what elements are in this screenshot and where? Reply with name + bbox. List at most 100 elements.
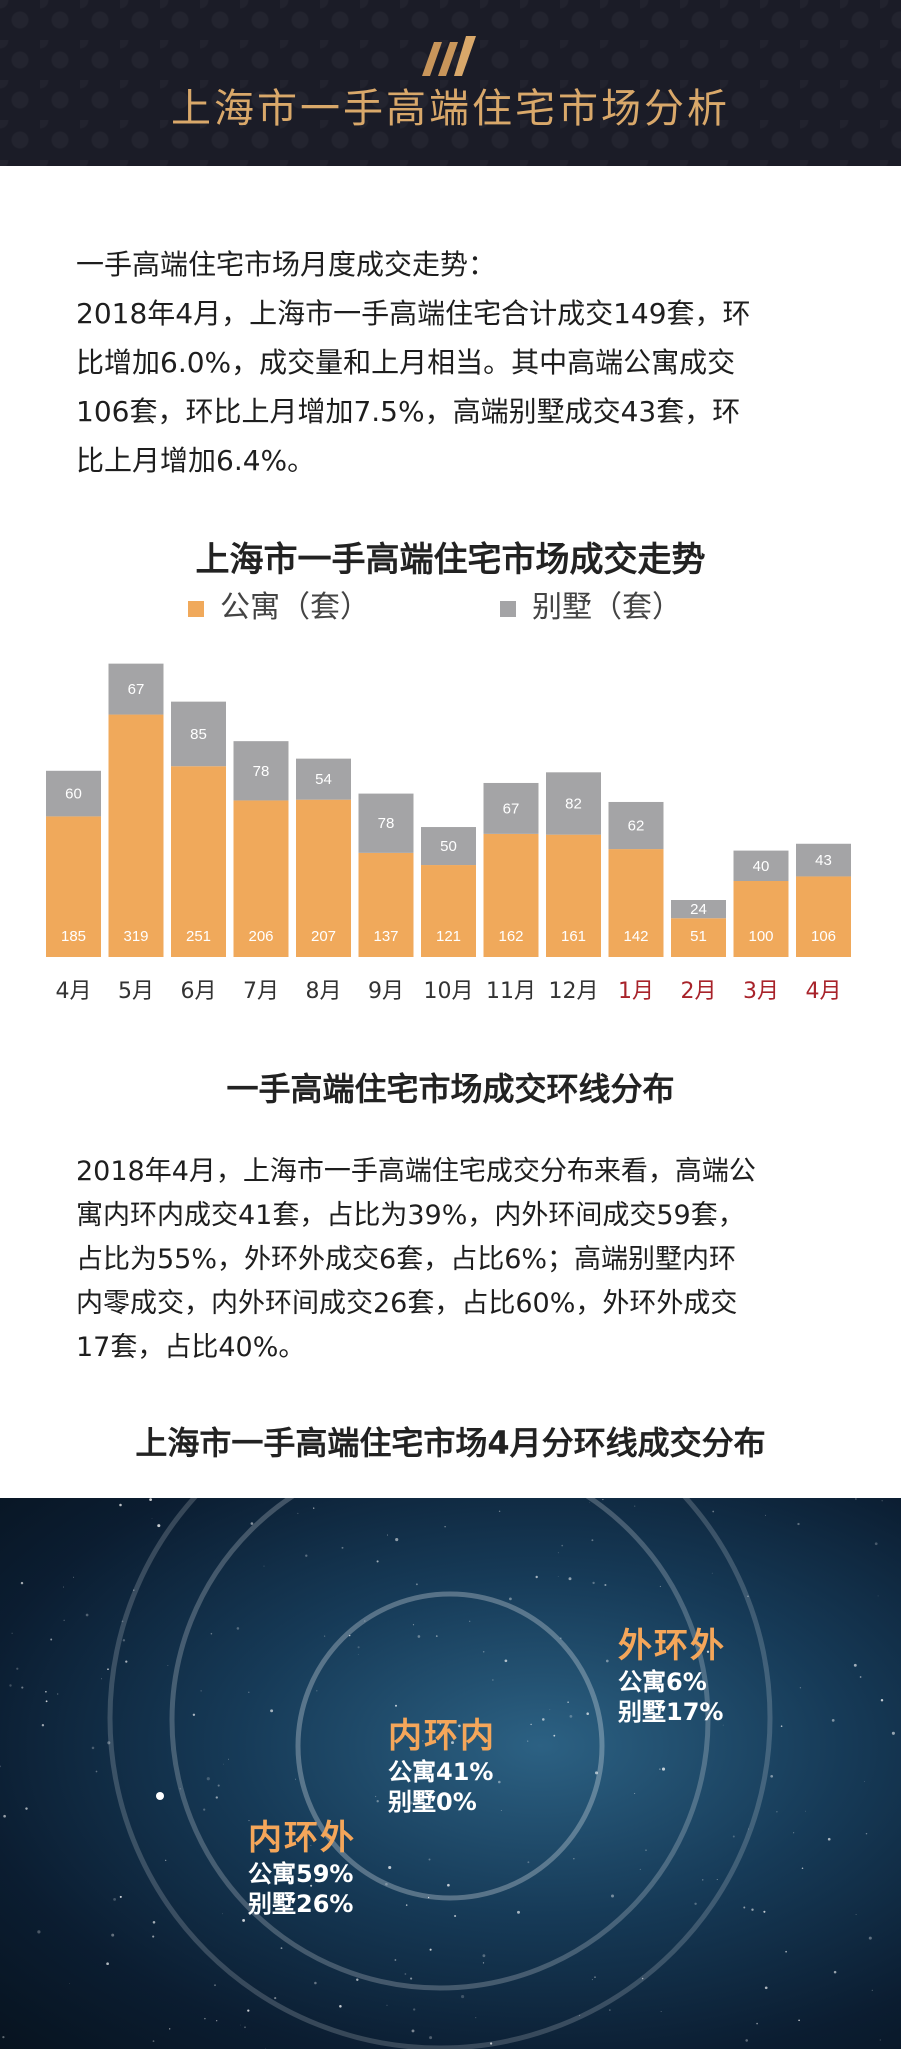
star bbox=[542, 1718, 545, 1721]
intro-line: 106套，环比上月增加7.5%，高端别墅成交43套，环 bbox=[76, 395, 741, 428]
star bbox=[661, 1767, 666, 1771]
bar-villa-value: 78 bbox=[253, 763, 270, 780]
star bbox=[0, 1765, 1, 1768]
star bbox=[192, 1713, 196, 1716]
x-tick-label: 11月 bbox=[486, 979, 536, 1004]
bar-villa-value: 67 bbox=[503, 800, 520, 817]
star bbox=[244, 2026, 246, 2029]
star bbox=[422, 1740, 424, 1742]
star bbox=[751, 1908, 754, 1911]
star bbox=[210, 1632, 213, 1635]
star bbox=[412, 1624, 415, 1626]
star bbox=[641, 1977, 644, 1980]
star bbox=[509, 1597, 512, 1601]
star bbox=[3, 1814, 6, 1818]
star bbox=[428, 1858, 431, 1861]
star bbox=[429, 2036, 433, 2040]
x-tick-label: 7月 bbox=[243, 979, 279, 1004]
star bbox=[589, 1501, 590, 1503]
star bbox=[764, 1986, 768, 1990]
bar-apartment bbox=[171, 766, 226, 957]
chart-title: 上海市一手高端住宅市场成交走势 bbox=[195, 540, 706, 580]
star bbox=[500, 1810, 502, 1811]
bar-villa-value: 67 bbox=[128, 681, 145, 698]
bar-apartment bbox=[421, 865, 476, 957]
star bbox=[214, 1984, 216, 1987]
x-tick-label: 3月 bbox=[743, 979, 779, 1004]
star bbox=[16, 1667, 19, 1670]
star bbox=[374, 1795, 377, 1798]
star bbox=[50, 1638, 53, 1641]
star bbox=[591, 1539, 594, 1542]
star bbox=[125, 1660, 128, 1663]
star bbox=[451, 1741, 454, 1745]
star bbox=[57, 1693, 59, 1695]
star bbox=[645, 1849, 647, 1851]
legend-villa-swatch bbox=[500, 600, 516, 617]
star bbox=[206, 1777, 210, 1781]
star bbox=[323, 1635, 326, 1637]
star bbox=[316, 1690, 318, 1692]
star bbox=[706, 1650, 710, 1653]
star bbox=[785, 1950, 787, 1953]
ring-label-outer: 外环外 公寓6% 别墅17% bbox=[618, 1618, 726, 1727]
star bbox=[891, 1731, 895, 1735]
star bbox=[454, 1914, 457, 1918]
star bbox=[831, 1719, 835, 1722]
star bbox=[227, 1758, 229, 1760]
star bbox=[748, 1828, 749, 1830]
star bbox=[247, 2009, 250, 2012]
bar-apartment-value: 251 bbox=[186, 928, 211, 945]
star bbox=[864, 1781, 865, 1782]
star bbox=[152, 1935, 155, 1938]
stripes-logo-icon bbox=[422, 36, 476, 76]
star bbox=[200, 1690, 202, 1692]
star bbox=[179, 1788, 182, 1790]
star bbox=[871, 1989, 873, 1991]
star bbox=[165, 1859, 167, 1861]
star bbox=[429, 1948, 432, 1951]
star bbox=[107, 1741, 111, 1745]
star bbox=[611, 1894, 614, 1898]
inner-ring bbox=[295, 1591, 605, 1901]
star bbox=[798, 2019, 800, 2022]
bar-villa bbox=[233, 741, 289, 801]
star bbox=[441, 1806, 443, 1808]
star bbox=[152, 2040, 155, 2042]
bar-villa bbox=[796, 843, 851, 877]
star bbox=[805, 1810, 807, 1812]
x-tick-label: 8月 bbox=[306, 979, 342, 1004]
intro-line: 比增加6.0%，成交量和上月相当。其中高端公寓成交 bbox=[76, 346, 736, 379]
star bbox=[604, 1583, 607, 1587]
intro-line: 2018年4月，上海市一手高端住宅合计成交149套，环 bbox=[76, 297, 751, 330]
star bbox=[395, 1538, 399, 1542]
star bbox=[41, 1724, 45, 1727]
star bbox=[605, 1659, 609, 1663]
bar-apartment bbox=[233, 800, 289, 957]
star bbox=[482, 1954, 486, 1958]
star bbox=[568, 1577, 572, 1581]
star bbox=[376, 1560, 379, 1563]
star bbox=[602, 1499, 604, 1501]
star bbox=[133, 1589, 135, 1591]
star bbox=[339, 2005, 342, 2008]
bar-villa-value: 40 bbox=[753, 858, 770, 875]
star bbox=[591, 1979, 593, 1981]
star bbox=[833, 1970, 837, 1974]
middle-ring bbox=[169, 1498, 711, 1991]
star bbox=[444, 1526, 446, 1528]
star bbox=[469, 1620, 471, 1622]
star bbox=[652, 1673, 654, 1675]
bar-apartment-value: 206 bbox=[248, 928, 273, 945]
bar-apartment bbox=[296, 799, 351, 957]
star bbox=[747, 1595, 749, 1598]
star bbox=[386, 1534, 388, 1536]
star bbox=[594, 1976, 596, 1978]
star bbox=[248, 1820, 250, 1822]
star bbox=[712, 1510, 715, 1513]
star bbox=[880, 1699, 884, 1702]
x-tick-label: 6月 bbox=[181, 979, 217, 1004]
star bbox=[121, 1620, 124, 1623]
x-tick-label: 10月 bbox=[424, 979, 474, 1004]
star bbox=[634, 1505, 636, 1507]
